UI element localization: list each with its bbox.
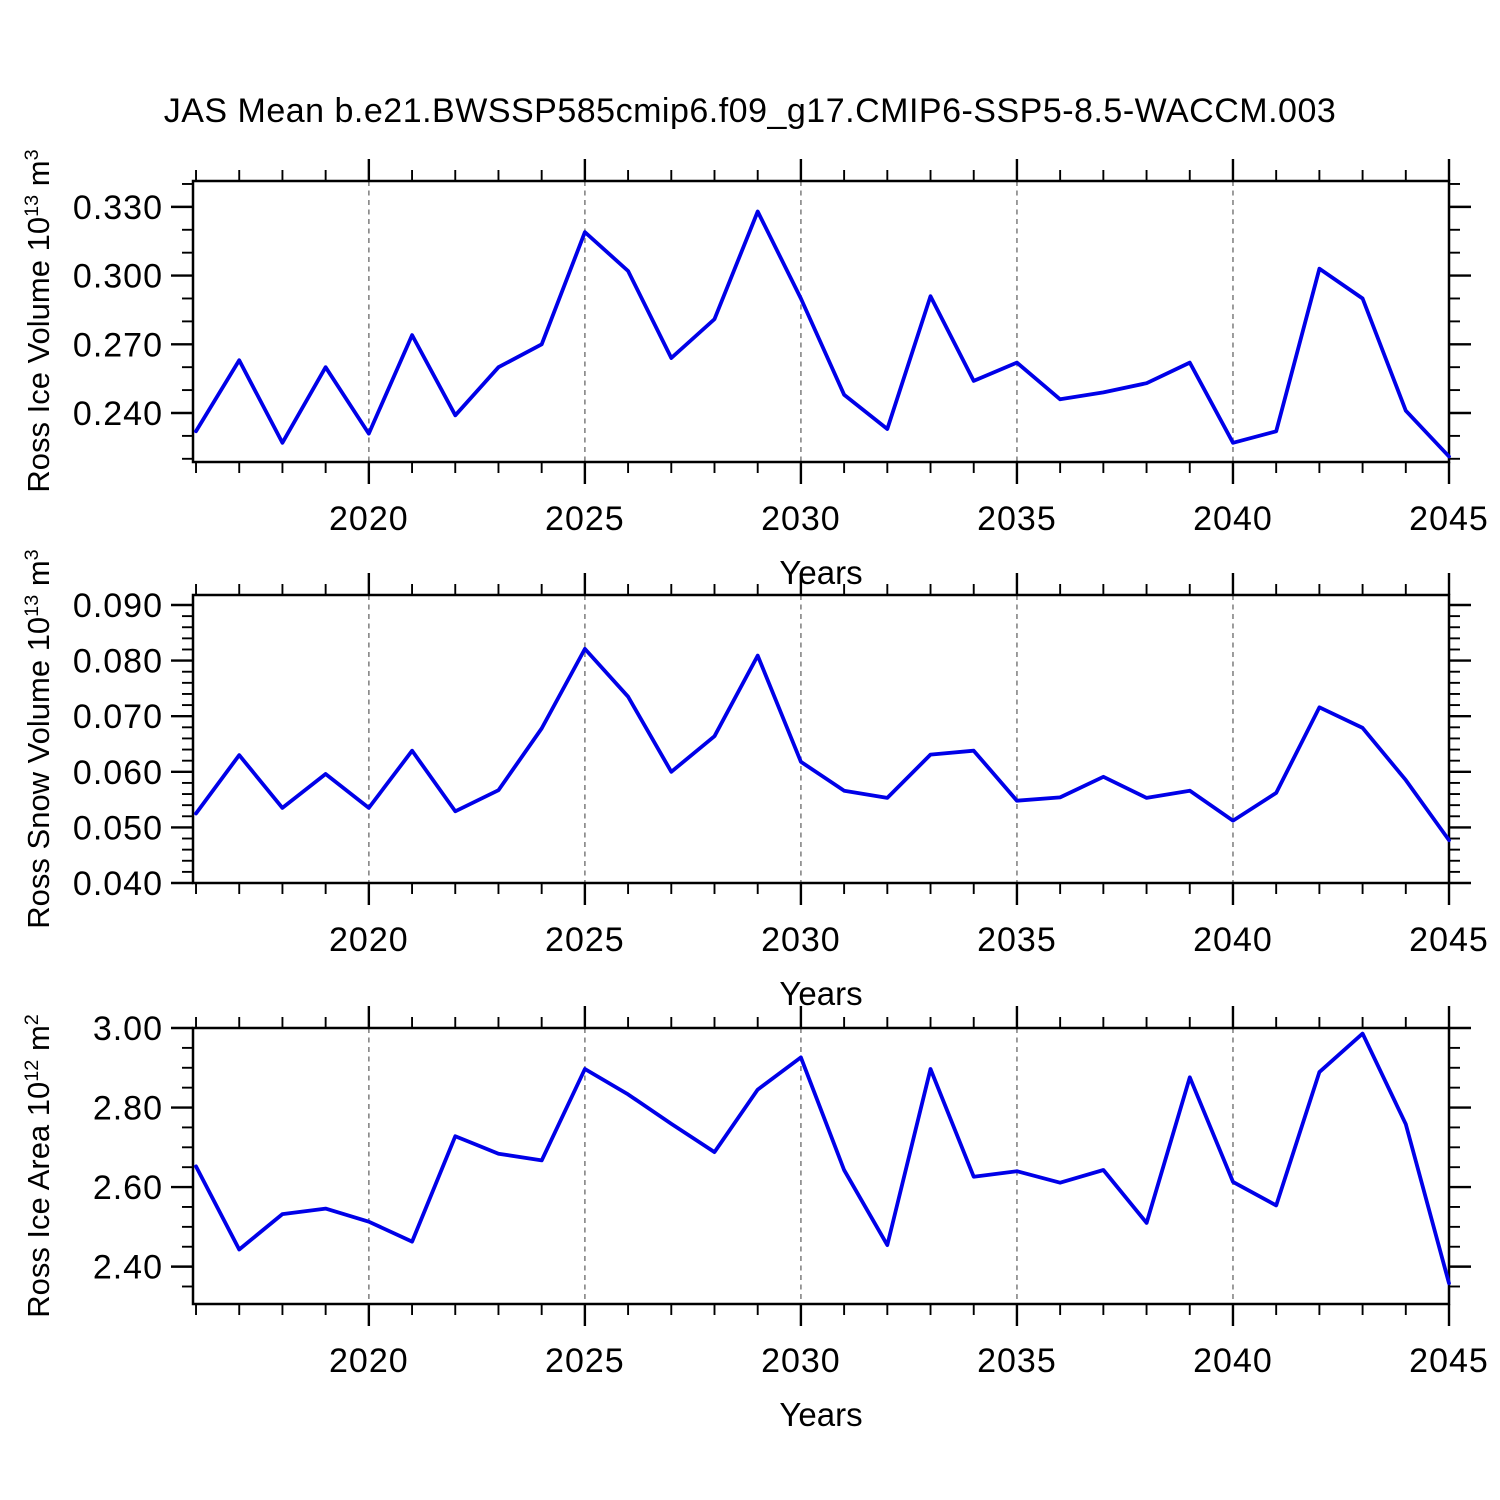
y-axis-title-ross-snow-volume: Ross Snow Volume 1013 m3 xyxy=(21,549,57,928)
y-tick-label: 0.240 xyxy=(73,395,163,433)
y-axis-title-unit: m xyxy=(21,560,56,595)
y-tick-label: 0.090 xyxy=(73,587,163,625)
plot-box xyxy=(191,179,1451,464)
y-tick-label: 0.330 xyxy=(73,189,163,227)
x-tick-label: 2045 xyxy=(1409,1342,1489,1380)
y-axis-title-ross-ice-volume: Ross Ice Volume 1013 m3 xyxy=(21,149,57,492)
x-tick-label: 2025 xyxy=(545,1342,625,1380)
y-tick-label: 0.080 xyxy=(73,643,163,681)
y-tick-label: 2.40 xyxy=(93,1249,163,1287)
x-tick-label: 2020 xyxy=(329,921,409,959)
plot-box xyxy=(191,593,1451,885)
y-axis-title-unit: m xyxy=(21,160,56,195)
chart-ross-ice-volume: 2020 2025 2030 2035 2040 2045 0.240 0.270 0.300 0… xyxy=(73,159,1489,591)
x-tick-label: 2020 xyxy=(329,500,409,538)
x-axis-title: Years xyxy=(779,554,862,591)
y-axis-title-text: Ross Ice Volume 10 xyxy=(21,216,56,493)
x-tick-label: 2040 xyxy=(1193,1342,1273,1380)
y-tick-label: 0.060 xyxy=(73,754,163,792)
x-tick-label: 2035 xyxy=(977,921,1057,959)
chart-ross-snow-volume: 2020 2025 2030 2035 2040 2045 0.040 0.050 0.060 0… xyxy=(73,573,1489,1012)
y-axis-title-ross-ice-area: Ross Ice Area 1012 m2 xyxy=(21,1014,57,1318)
x-tick-label: 2045 xyxy=(1409,500,1489,538)
y-tick-label: 0.040 xyxy=(73,865,163,903)
x-tick-label: 2025 xyxy=(545,500,625,538)
chart-title: JAS Mean b.e21.BWSSP585cmip6.f09_g17.CMI… xyxy=(163,92,1337,130)
x-tick-label: 2045 xyxy=(1409,921,1489,959)
y-axis-title-exponent: 13 xyxy=(21,194,44,217)
x-axis-title: Years xyxy=(779,1396,862,1433)
x-tick-label: 2030 xyxy=(761,500,841,538)
x-tick-label: 2040 xyxy=(1193,921,1273,959)
y-axis-title-unit-exponent: 2 xyxy=(21,1014,44,1026)
x-tick-label: 2035 xyxy=(977,500,1057,538)
x-axis-title: Years xyxy=(779,975,862,1012)
y-axis-title-text: Ross Snow Volume 10 xyxy=(21,616,56,929)
x-tick-label: 2030 xyxy=(761,1342,841,1380)
x-tick-label: 2040 xyxy=(1193,500,1273,538)
y-tick-label: 3.00 xyxy=(93,1010,163,1048)
y-axis-title-exponent: 13 xyxy=(21,594,44,617)
y-axis-title-exponent: 12 xyxy=(21,1059,44,1082)
y-axis-title-unit-exponent: 3 xyxy=(21,149,44,161)
y-axis-title-unit-exponent: 3 xyxy=(21,549,44,561)
x-tick-label: 2025 xyxy=(545,921,625,959)
y-axis-title-text: Ross Ice Area 10 xyxy=(21,1081,56,1318)
y-axis-title-unit: m xyxy=(21,1025,56,1060)
data-line xyxy=(194,1031,1451,1286)
y-tick-label: 2.60 xyxy=(93,1169,163,1207)
x-tick-label: 2035 xyxy=(977,1342,1057,1380)
y-tick-label: 0.300 xyxy=(73,258,163,296)
plot-box xyxy=(191,1026,1451,1306)
data-line xyxy=(194,647,1451,843)
y-tick-label: 0.050 xyxy=(73,809,163,847)
x-tick-label: 2030 xyxy=(761,921,841,959)
y-tick-label: 0.270 xyxy=(73,326,163,364)
y-tick-label: 2.80 xyxy=(93,1090,163,1128)
chart-ross-ice-area: 2020 2025 2030 2035 2040 2045 2.40 2.60 2.80 3.00… xyxy=(93,1006,1489,1433)
x-tick-label: 2020 xyxy=(329,1342,409,1380)
y-tick-label: 0.070 xyxy=(73,698,163,736)
data-line xyxy=(194,209,1451,459)
